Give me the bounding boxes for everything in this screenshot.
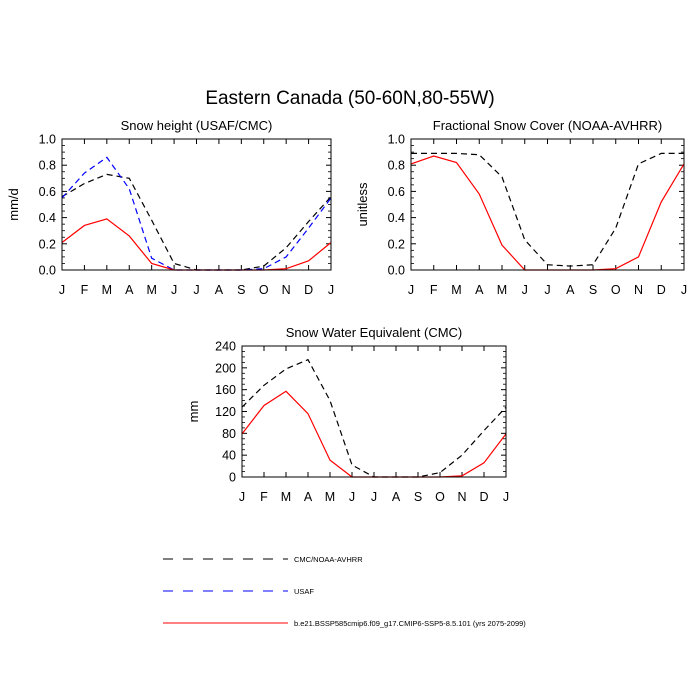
y-tick-label: 0.2 xyxy=(39,237,56,251)
x-tick-label: A xyxy=(566,283,575,297)
y-axis-label: unitless xyxy=(355,182,370,227)
x-tick-label: O xyxy=(611,283,621,297)
chart-title: Snow Water Equivalent (CMC) xyxy=(286,325,463,340)
plot-frame xyxy=(410,138,685,271)
series-line-model xyxy=(241,390,507,478)
y-axis-label: mm/d xyxy=(6,188,21,221)
y-tick-label: 0.2 xyxy=(388,237,405,251)
x-tick-label: N xyxy=(634,283,643,297)
x-tick-label: J xyxy=(193,283,199,297)
x-tick-label: A xyxy=(475,283,484,297)
x-tick-label: J xyxy=(328,283,334,297)
y-axis-label: mm xyxy=(186,401,201,423)
y-tick-label: 0.0 xyxy=(388,264,405,278)
x-tick-label: F xyxy=(430,283,438,297)
legend-label: CMC/NOAA-AVHRR xyxy=(294,555,363,564)
y-tick-label: 0 xyxy=(229,471,236,485)
x-tick-label: D xyxy=(479,490,488,504)
y-tick-label: 0.8 xyxy=(39,159,56,173)
series-line-obs xyxy=(61,173,332,271)
x-tick-label: A xyxy=(215,283,224,297)
series-line-obs xyxy=(411,152,684,267)
y-tick-label: 0.0 xyxy=(39,264,56,278)
x-tick-label: M xyxy=(325,490,335,504)
x-tick-label: A xyxy=(304,490,313,504)
x-tick-label: M xyxy=(451,283,461,297)
chart-panel-2: Fractional Snow Cover (NOAA-AVHRR) unitle… xyxy=(355,118,687,297)
plot-frame xyxy=(61,138,332,271)
chart-panel-1: Snow height (USAF/CMC) mm/d 0.0 0.2 0.4 0.6 0.… xyxy=(6,118,334,297)
plot-frame xyxy=(241,345,507,478)
x-tick-label: M xyxy=(497,283,507,297)
x-tick-label: M xyxy=(146,283,156,297)
x-tick-label: S xyxy=(237,283,245,297)
x-tick-label: D xyxy=(304,283,313,297)
x-tick-label: J xyxy=(59,283,65,297)
x-tick-label: J xyxy=(171,283,177,297)
x-tick-label: J xyxy=(503,490,509,504)
y-tick-label: 1.0 xyxy=(39,133,56,147)
x-tick-label: A xyxy=(125,283,134,297)
x-tick-label: J xyxy=(349,490,355,504)
y-tick-label: 0.6 xyxy=(388,185,405,199)
x-tick-label: N xyxy=(457,490,466,504)
y-tick-label: 0.4 xyxy=(39,211,56,225)
series-line-usaf xyxy=(61,156,332,271)
x-tick-label: S xyxy=(414,490,422,504)
chart-title: Fractional Snow Cover (NOAA-AVHRR) xyxy=(433,118,662,133)
x-tick-label: S xyxy=(589,283,597,297)
x-tick-label: J xyxy=(239,490,245,504)
figure-title: Eastern Canada (50-60N,80-55W) xyxy=(205,88,494,109)
x-tick-label: J xyxy=(681,283,687,297)
x-tick-label: F xyxy=(260,490,268,504)
series-line-obs xyxy=(241,358,507,478)
y-tick-label: 0.6 xyxy=(39,185,56,199)
legend-label: USAF xyxy=(294,587,314,596)
legend-label: b.e21.BSSP585cmip6.f09_g17.CMIP6-SSP5-8.… xyxy=(294,619,526,628)
y-tick-label: 80 xyxy=(222,427,236,441)
x-tick-label: J xyxy=(522,283,528,297)
x-tick-label: F xyxy=(81,283,89,297)
x-tick-label: N xyxy=(282,283,291,297)
x-tick-label: O xyxy=(435,490,445,504)
chart-title: Snow height (USAF/CMC) xyxy=(121,118,273,133)
y-tick-label: 200 xyxy=(215,361,236,375)
y-tick-label: 0.4 xyxy=(388,211,405,225)
x-tick-label: A xyxy=(392,490,401,504)
y-tick-label: 240 xyxy=(215,340,236,354)
y-tick-label: 1.0 xyxy=(388,133,405,147)
x-tick-label: J xyxy=(408,283,414,297)
y-tick-label: 0.8 xyxy=(388,159,405,173)
legend: CMC/NOAA-AVHRR USAF b.e21.BSSP585cmip6.f09… xyxy=(163,555,526,628)
x-tick-label: J xyxy=(544,283,550,297)
x-tick-label: M xyxy=(102,283,112,297)
x-tick-label: D xyxy=(657,283,666,297)
y-tick-label: 160 xyxy=(215,383,236,397)
y-tick-label: 120 xyxy=(215,405,236,419)
x-tick-label: J xyxy=(371,490,377,504)
panels: Snow height (USAF/CMC) mm/d 0.0 0.2 0.4 0.6 0.… xyxy=(6,118,687,504)
x-tick-label: O xyxy=(259,283,269,297)
x-tick-label: M xyxy=(281,490,291,504)
series-line-model xyxy=(410,155,685,271)
series-line-model xyxy=(61,218,332,271)
y-tick-label: 40 xyxy=(222,449,236,463)
chart-panel-3: Snow Water Equivalent (CMC) mm 0 40 80 120 160… xyxy=(186,325,509,504)
